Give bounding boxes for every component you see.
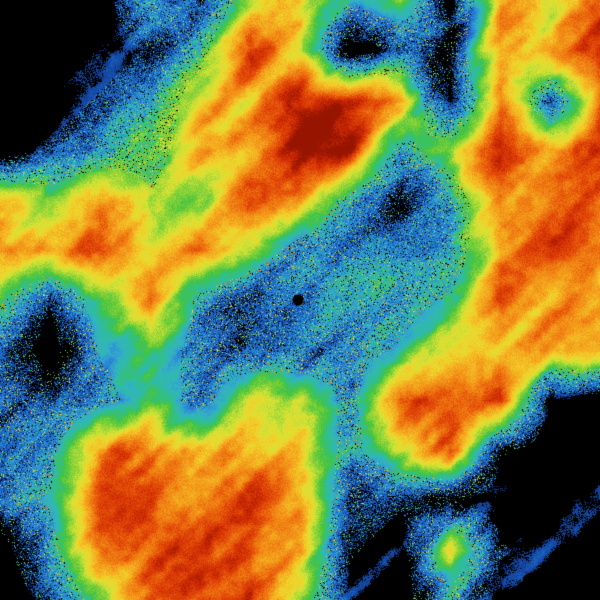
- radar-image-canvas: [0, 0, 600, 600]
- weather-imagery-viewport: [0, 0, 600, 600]
